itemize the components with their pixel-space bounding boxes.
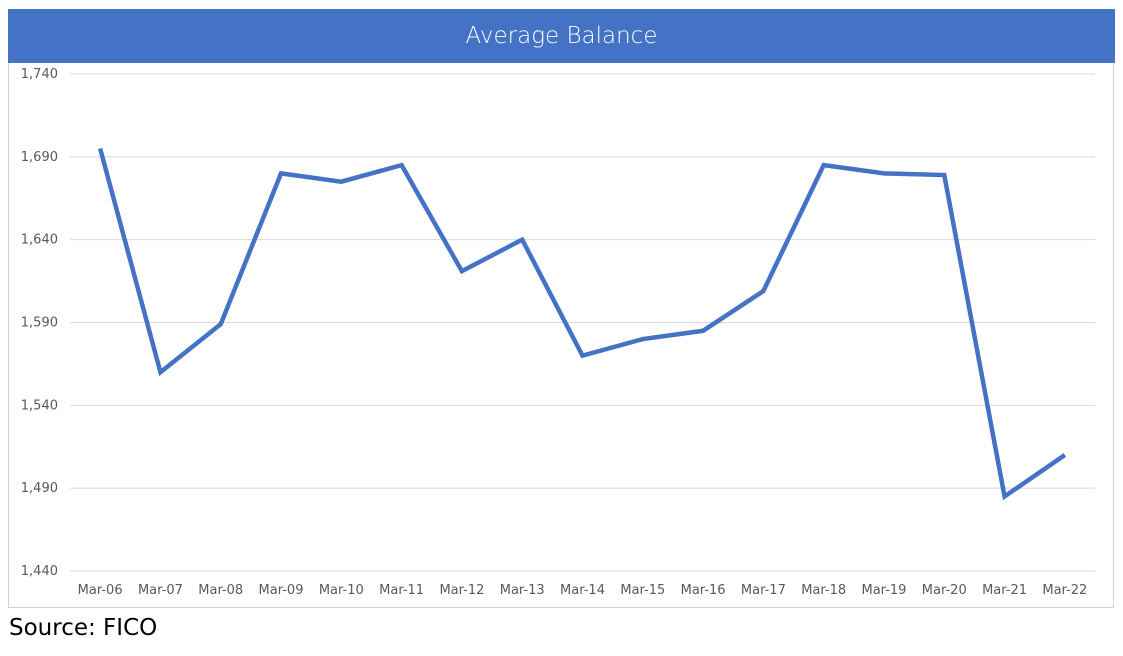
x-tick-label: Mar-18 bbox=[801, 583, 846, 598]
x-tick-label: Mar-08 bbox=[198, 583, 243, 598]
y-tick-label: 1,690 bbox=[21, 150, 58, 165]
x-tick-label: Mar-12 bbox=[439, 583, 484, 598]
x-tick-label: Mar-15 bbox=[620, 583, 665, 598]
x-tick-label: Mar-20 bbox=[922, 583, 967, 598]
x-tick-label: Mar-16 bbox=[681, 583, 726, 598]
y-tick-label: 1,490 bbox=[21, 481, 58, 496]
x-tick-label: Mar-07 bbox=[138, 583, 183, 598]
y-tick-label: 1,540 bbox=[21, 398, 58, 413]
y-tick-label: 1,740 bbox=[21, 67, 58, 82]
x-tick-label: Mar-21 bbox=[982, 583, 1027, 598]
x-tick-label: Mar-14 bbox=[560, 583, 605, 598]
x-tick-label: Mar-13 bbox=[500, 583, 545, 598]
x-tick-label: Mar-10 bbox=[319, 583, 364, 598]
y-tick-label: 1,440 bbox=[21, 564, 58, 579]
source-note: Source: FICO bbox=[9, 615, 158, 641]
x-tick-label: Mar-19 bbox=[862, 583, 907, 598]
x-tick-label: Mar-06 bbox=[78, 583, 123, 598]
x-tick-label: Mar-11 bbox=[379, 583, 424, 598]
y-tick-label: 1,590 bbox=[21, 316, 58, 331]
chart-title: Average Balance bbox=[8, 9, 1115, 63]
x-tick-label: Mar-17 bbox=[741, 583, 786, 598]
x-tick-label: Mar-09 bbox=[259, 583, 304, 598]
y-tick-label: 1,640 bbox=[21, 233, 58, 248]
x-tick-label: Mar-22 bbox=[1042, 583, 1087, 598]
